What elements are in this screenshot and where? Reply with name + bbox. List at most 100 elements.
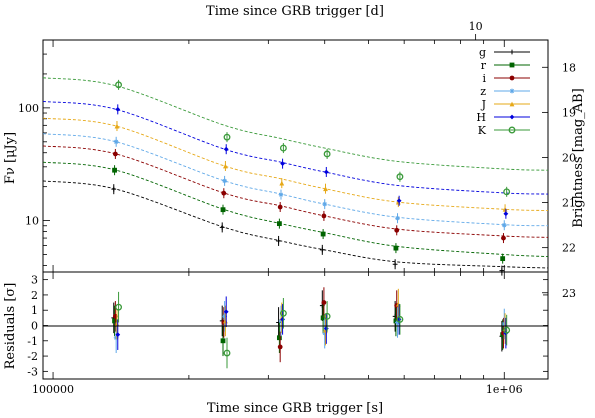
x-tick-label: 100000 [32, 383, 74, 396]
data-point-i [321, 213, 327, 219]
data-point-H [223, 146, 229, 152]
data-point-H [115, 106, 121, 112]
model-curve-H [42, 101, 549, 195]
data-point-J [323, 186, 328, 192]
data-point-r [276, 221, 282, 227]
mag-tick-label: 21 [562, 197, 576, 210]
data-point-r [320, 231, 326, 237]
data-point-H [503, 211, 509, 217]
residual-point-K [279, 309, 287, 317]
residual-point-K [396, 315, 404, 323]
data-point-K [396, 173, 404, 181]
residual-point-K [223, 349, 231, 357]
data-point-H [280, 161, 285, 167]
data-point-i [112, 151, 118, 157]
model-curves [42, 77, 549, 269]
data-point-i [221, 190, 227, 196]
data-point-z [222, 178, 228, 184]
x-axis-label: Time since GRB trigger [s] [207, 401, 383, 416]
legend-label-g: g [479, 46, 486, 59]
legend-label-i: i [482, 72, 486, 85]
data-point-K [279, 144, 287, 152]
model-curve-g [42, 180, 549, 269]
residual-tick-label: -2 [27, 350, 38, 363]
data-point-g [276, 238, 281, 244]
legend-label-z: z [480, 85, 486, 98]
legend-label-K: K [478, 124, 487, 137]
legend-marker-i [509, 75, 515, 81]
legend-marker-H [509, 114, 515, 120]
residual-tick-label: -1 [27, 335, 38, 348]
mag-tick-label: 22 [562, 242, 576, 255]
mag-tick-label: 18 [562, 61, 576, 74]
residual-points [111, 287, 511, 369]
legend-marker-J [509, 101, 515, 107]
residual-point-K [115, 303, 123, 311]
residual-tick-label: 1 [31, 304, 38, 317]
data-point-K [115, 81, 123, 89]
residual-point-i [277, 344, 283, 350]
top-tick-label: 10 [469, 20, 483, 33]
x-tick-label: 1e+06 [486, 383, 523, 396]
data-point-H [323, 169, 329, 175]
data-point-K [503, 188, 511, 196]
data-point-r [112, 167, 117, 173]
data-point-z [278, 192, 284, 198]
data-point-r [393, 245, 399, 251]
data-point-K [223, 133, 231, 141]
data-point-z [501, 222, 507, 228]
residual-tick-label: 3 [31, 274, 38, 287]
residual-point-z [222, 313, 228, 319]
legend-marker-g [509, 49, 515, 55]
y-axis-label: Fν [μJy] [3, 132, 18, 184]
residual-point-r [112, 318, 117, 324]
data-point-g [392, 261, 398, 267]
data-point-J [279, 180, 285, 186]
model-curve-J [42, 117, 549, 211]
data-point-z [322, 201, 328, 207]
data-point-i [394, 227, 400, 233]
residual-point-H [115, 332, 121, 338]
residual-point-r [320, 315, 326, 321]
residual-point-z [322, 330, 328, 336]
data-point-K [323, 150, 331, 158]
legend-marker-r [509, 62, 515, 68]
legend-label-J: J [481, 98, 486, 111]
residual-tick-label: 2 [31, 289, 38, 302]
data-point-r [220, 207, 226, 213]
legend-label-H: H [476, 111, 486, 124]
data-point-z [395, 215, 400, 221]
mag-tick-label: 19 [562, 106, 576, 119]
residual-point-r [276, 335, 282, 341]
residual-tick-label: 0 [31, 320, 38, 333]
residual-point-r [220, 338, 226, 344]
right-y-axis-label: Brightness [mag_AB] [571, 88, 586, 227]
residual-point-K [503, 326, 511, 334]
residual-point-i [321, 300, 327, 305]
data-point-J [114, 123, 120, 129]
data-point-g [219, 225, 225, 230]
data-point-g [319, 247, 325, 253]
residual-point-z [395, 320, 400, 325]
residual-point-z [501, 321, 507, 327]
residual-point-z [113, 335, 119, 341]
model-curve-z [42, 133, 549, 227]
residual-tick-label: -3 [27, 365, 38, 378]
residual-y-axis-label: Residuals [σ] [3, 283, 18, 370]
data-point-i [501, 235, 506, 241]
residual-point-K [323, 312, 331, 320]
residual-point-H [223, 309, 229, 315]
model-curve-K [42, 77, 549, 171]
data-point-g [499, 268, 505, 274]
residual-point-z [278, 318, 284, 324]
y-tick-label: 10 [25, 215, 39, 228]
data-point-g [111, 186, 117, 192]
mag-tick-label: 20 [562, 151, 576, 164]
top-axis-label: Time since GRB trigger [d] [206, 4, 384, 19]
data-point-z [113, 139, 119, 145]
model-curve-i [42, 145, 549, 238]
data-points [111, 79, 511, 276]
